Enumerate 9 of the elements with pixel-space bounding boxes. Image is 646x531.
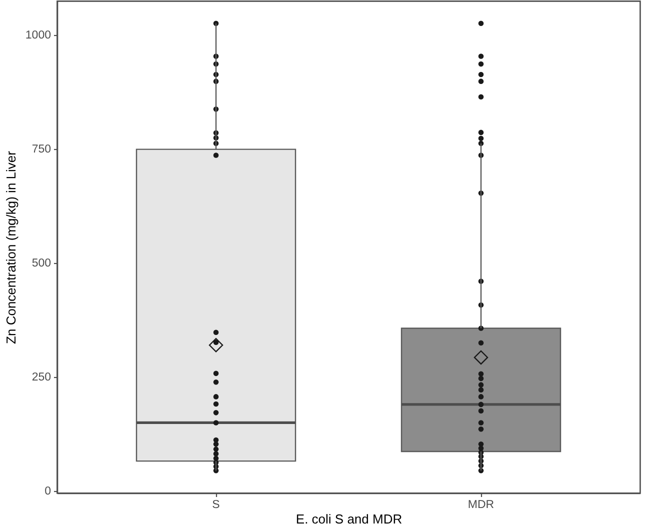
y-tick-label: 500	[32, 257, 51, 270]
x-tick-label: S	[212, 499, 220, 511]
x-tick-label: MDR	[468, 499, 494, 511]
y-tick-label: 750	[32, 143, 51, 156]
y-axis-title: Zn Concentration (mg/kg) in Liver	[3, 150, 18, 344]
x-axis-title: E. coli S and MDR	[296, 512, 402, 526]
y-tick-label: 1000	[25, 29, 51, 42]
y-tick-label: 250	[32, 372, 51, 384]
y-tick-label: 0	[44, 486, 51, 498]
